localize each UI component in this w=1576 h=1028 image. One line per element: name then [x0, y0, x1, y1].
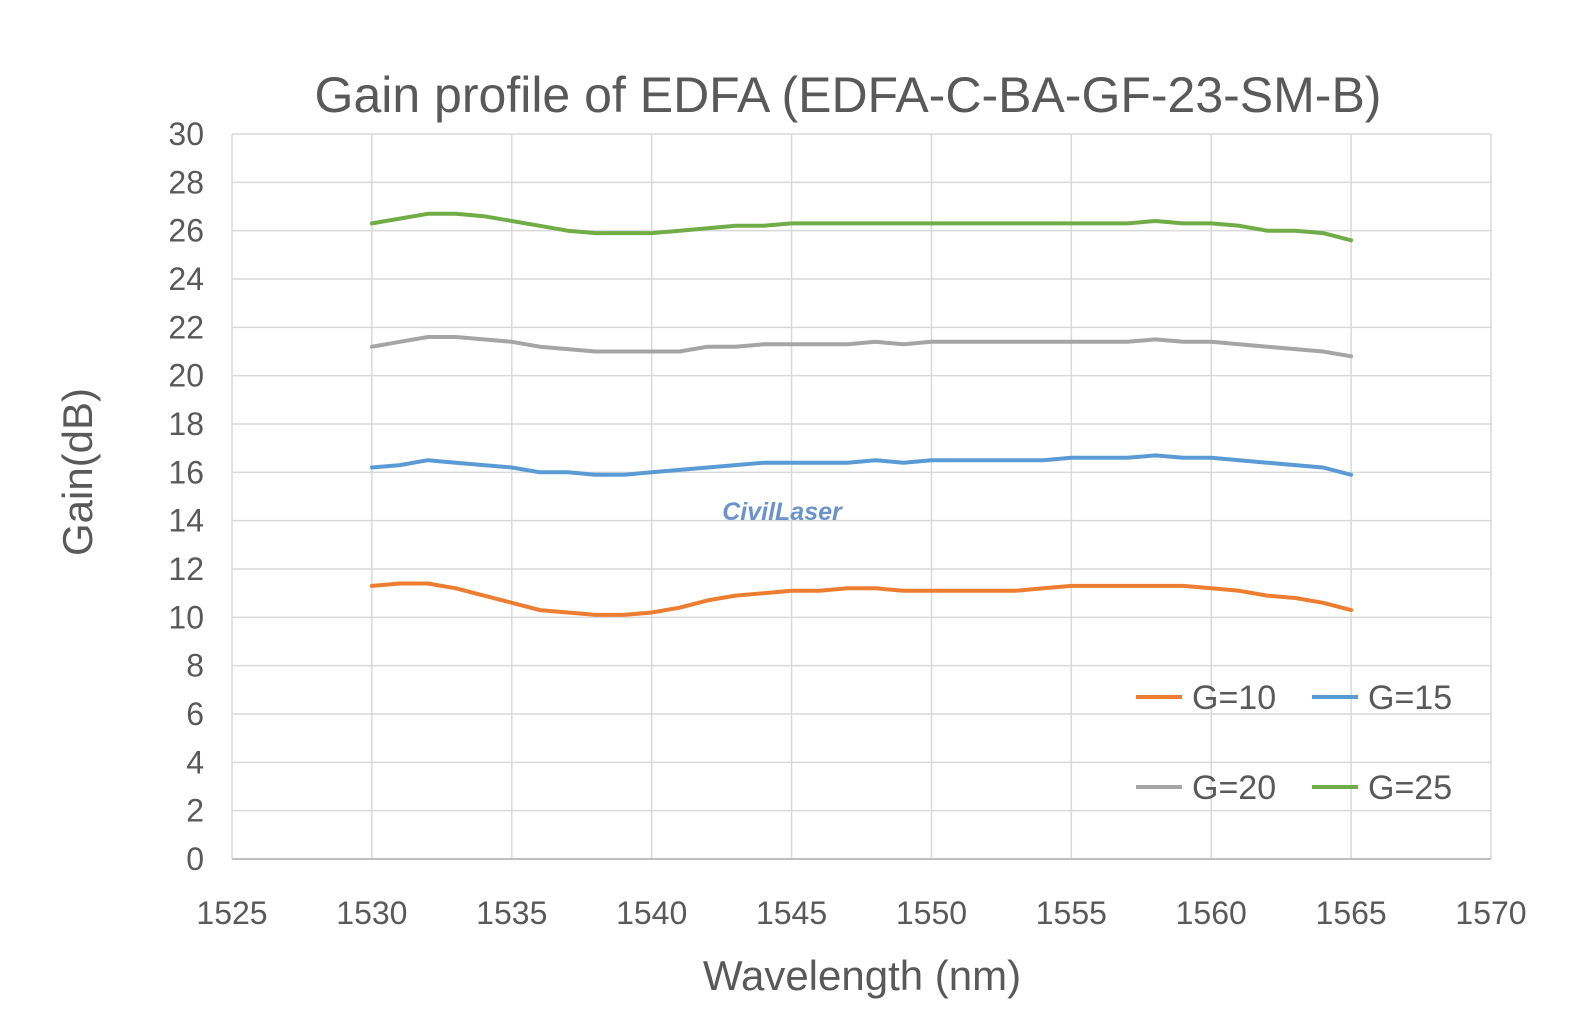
- y-tick-label: 12: [168, 551, 204, 587]
- y-tick-label: 20: [168, 358, 204, 394]
- y-tick-label: 24: [168, 261, 204, 297]
- x-axis-label: Wavelength (nm): [703, 952, 1021, 999]
- series-line-g-20: [369, 335, 1354, 359]
- y-tick-label: 22: [168, 309, 204, 345]
- series-line-g-15: [369, 453, 1354, 477]
- chart-title: Gain profile of EDFA (EDFA-C-BA-GF-23-SM…: [315, 67, 1382, 123]
- x-tick-label: 1555: [1036, 895, 1107, 931]
- y-tick-label: 0: [186, 841, 204, 877]
- x-tick-label: 1545: [756, 895, 827, 931]
- x-tick-label: 1530: [336, 895, 407, 931]
- y-tick-label: 30: [168, 116, 204, 152]
- y-tick-label: 6: [186, 696, 204, 732]
- series-lines: [369, 211, 1354, 617]
- y-tick-label: 26: [168, 213, 204, 249]
- legend-label: G=15: [1368, 679, 1452, 717]
- y-axis-label: Gain(dB): [54, 388, 101, 556]
- x-tick-label: 1565: [1316, 895, 1387, 931]
- x-tick-label: 1540: [616, 895, 687, 931]
- x-tick-label: 1570: [1455, 895, 1526, 931]
- x-tick-label: 1525: [196, 895, 267, 931]
- x-tick-label: 1550: [896, 895, 967, 931]
- y-tick-label: 2: [186, 793, 204, 829]
- series-line-g-10: [369, 581, 1354, 617]
- x-tick-labels: 1525 1530 1535 1540 1545 1550 1555 1560 1565 1570: [196, 895, 1526, 931]
- legend-label: G=10: [1192, 679, 1276, 717]
- legend: G=10 G=15 G=20 G=25: [1136, 679, 1452, 807]
- y-tick-label: 28: [168, 164, 204, 200]
- legend-label: G=20: [1192, 769, 1276, 807]
- watermark-logo: CivilLaser: [722, 498, 843, 526]
- y-tick-label: 10: [168, 599, 204, 635]
- x-tick-label: 1560: [1176, 895, 1247, 931]
- y-tick-label: 14: [168, 503, 204, 539]
- grid: [231, 133, 1492, 860]
- y-tick-label: 18: [168, 406, 204, 442]
- legend-label: G=25: [1368, 769, 1452, 807]
- y-tick-label: 8: [186, 648, 204, 684]
- y-tick-label: 16: [168, 454, 204, 490]
- y-tick-label: 4: [186, 744, 204, 780]
- x-tick-label: 1535: [476, 895, 547, 931]
- series-line-g-25: [369, 211, 1354, 243]
